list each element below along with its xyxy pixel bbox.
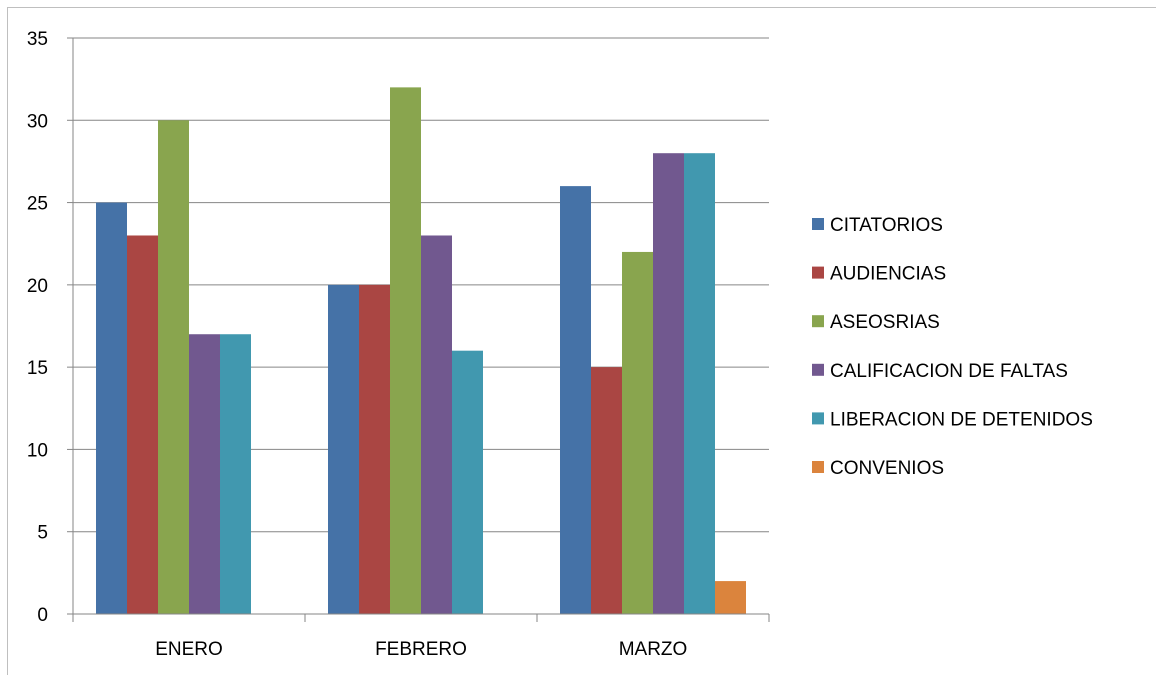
legend: CITATORIOS AUDIENCIAS ASEOSRIAS CALIFICACIO… bbox=[812, 215, 1093, 479]
bar-convenios-marzo bbox=[715, 581, 746, 614]
x-tick-label: MARZO bbox=[619, 639, 688, 660]
legend-swatch bbox=[812, 412, 824, 425]
y-tick-label: 25 bbox=[27, 194, 48, 215]
bar-aseosrias-febrero bbox=[390, 87, 421, 614]
bar-citatorios-febrero bbox=[328, 284, 359, 614]
legend-label: ASEOSRIAS bbox=[830, 312, 940, 333]
legend-label: CALIFICACION DE FALTAS bbox=[830, 361, 1068, 382]
bar-audiencias-enero bbox=[127, 235, 158, 614]
bar-aseosrias-enero bbox=[158, 120, 189, 615]
bar-audiencias-febrero bbox=[359, 284, 390, 614]
legend-swatch bbox=[812, 266, 824, 279]
y-tick-label: 0 bbox=[37, 605, 48, 626]
legend-label: LIBERACION DE DETENIDOS bbox=[830, 409, 1093, 430]
bar-citatorios-enero bbox=[96, 202, 127, 615]
bars bbox=[96, 87, 746, 615]
bar-liberacion-de-detenidos-enero bbox=[220, 334, 251, 614]
y-tick-label: 15 bbox=[27, 358, 48, 379]
bar-aseosrias-marzo bbox=[622, 251, 653, 614]
bar-calificacion-de-faltas-marzo bbox=[653, 153, 684, 614]
legend-label: CONVENIOS bbox=[830, 458, 944, 479]
bar-liberacion-de-detenidos-marzo bbox=[684, 153, 715, 614]
bar-audiencias-marzo bbox=[591, 367, 622, 614]
y-tick-label: 20 bbox=[27, 276, 48, 297]
y-tick-label: 5 bbox=[37, 523, 48, 544]
y-tick-label: 30 bbox=[27, 111, 48, 132]
x-tick-label: ENERO bbox=[155, 639, 223, 660]
bar-calificacion-de-faltas-febrero bbox=[421, 235, 452, 614]
x-tick-label: FEBRERO bbox=[375, 639, 467, 660]
legend-swatch bbox=[812, 461, 824, 473]
chart-frame bbox=[7, 7, 1156, 675]
legend-swatch bbox=[812, 218, 824, 230]
legend-swatch bbox=[812, 315, 824, 328]
y-tick-label: 10 bbox=[27, 440, 48, 461]
legend-label: AUDIENCIAS bbox=[830, 264, 946, 285]
axes: 0 5 10 15 20 25 30 35 ENERO FEBRERO MARZO bbox=[27, 29, 770, 660]
y-tick-label: 35 bbox=[27, 29, 48, 50]
legend-label: CITATORIOS bbox=[830, 215, 943, 236]
bar-calificacion-de-faltas-enero bbox=[189, 334, 220, 614]
bar-citatorios-marzo bbox=[560, 186, 591, 614]
bar-liberacion-de-detenidos-febrero bbox=[452, 350, 483, 614]
legend-swatch bbox=[812, 363, 824, 376]
